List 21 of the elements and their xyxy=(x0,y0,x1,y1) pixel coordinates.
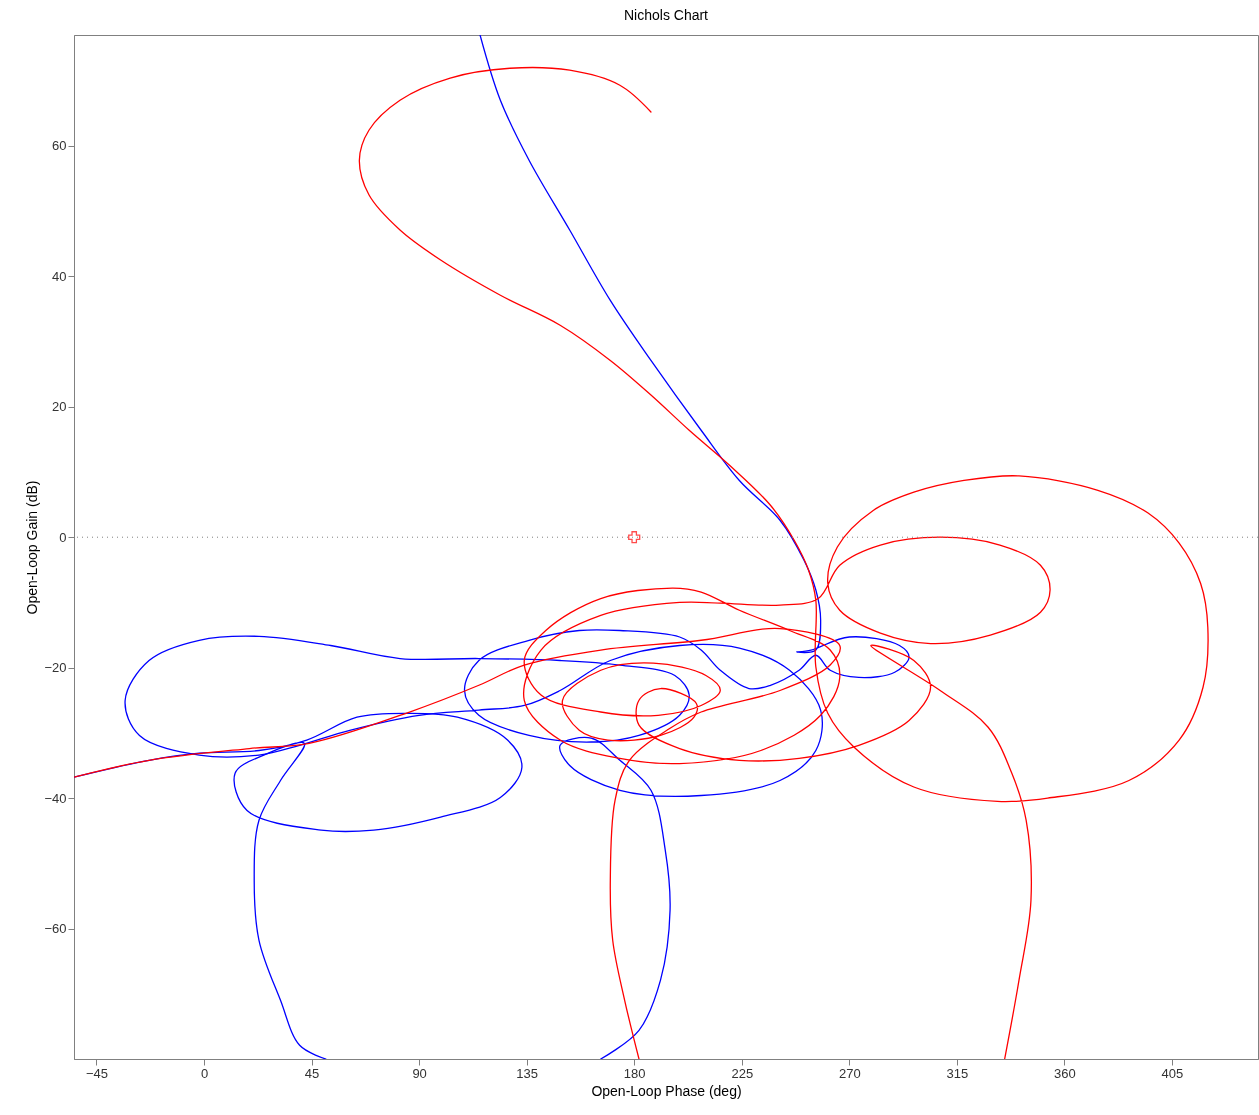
x-tick-label: 90 xyxy=(412,1065,427,1081)
x-tick-label: 180 xyxy=(623,1065,646,1081)
x-tick-label: 45 xyxy=(304,1065,320,1081)
x-tick-label: 270 xyxy=(838,1065,861,1081)
y-tick-label: −40 xyxy=(44,790,67,806)
x-tick-label: −45 xyxy=(85,1065,108,1081)
y-tick-label: 0 xyxy=(59,529,67,545)
x-tick-label: 135 xyxy=(516,1065,539,1081)
chart-title: Nichols Chart xyxy=(623,7,709,23)
y-axis-title: Open-Loop Gain (dB) xyxy=(24,480,41,615)
x-tick-label: 315 xyxy=(946,1065,969,1081)
x-axis-title: Open-Loop Phase (deg) xyxy=(591,1082,742,1099)
x-tick-label: 225 xyxy=(731,1065,754,1081)
x-tick-label: 405 xyxy=(1161,1065,1184,1081)
y-tick-label: 40 xyxy=(52,268,67,284)
x-tick-label: 0 xyxy=(200,1065,209,1081)
y-tick-label: 20 xyxy=(52,399,67,415)
y-tick-label: 60 xyxy=(52,138,67,154)
x-tick-label: 360 xyxy=(1054,1065,1076,1081)
y-tick-label: −60 xyxy=(44,921,67,937)
y-tick-label: −20 xyxy=(44,660,67,676)
